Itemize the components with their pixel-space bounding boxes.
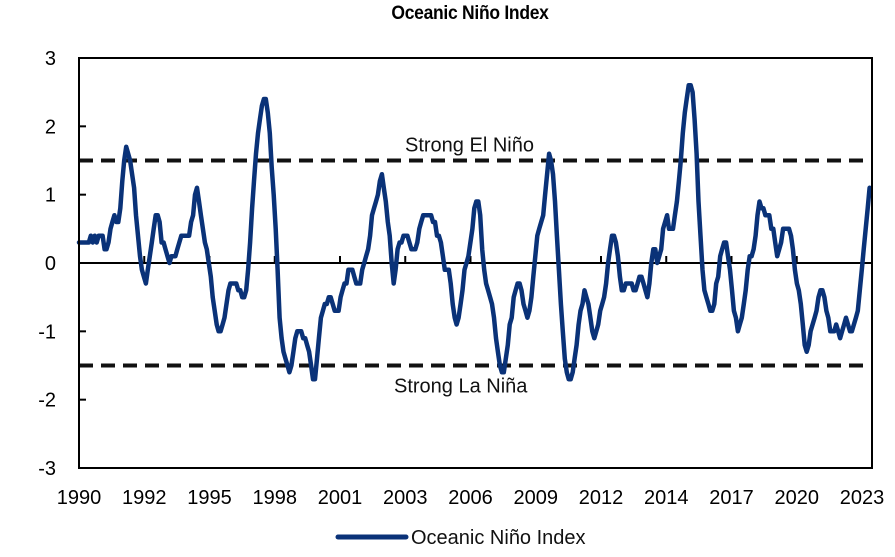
y-tick-label: 2 xyxy=(45,116,56,138)
y-tick-label: -3 xyxy=(38,458,56,480)
x-tick-label: 2009 xyxy=(514,487,559,509)
series-line-oceanic-nino-index xyxy=(76,83,872,382)
y-tick-label: 0 xyxy=(45,253,56,275)
annotation-strong-el-nino: Strong El Niño xyxy=(405,135,534,157)
x-tick-label: 2014 xyxy=(644,487,689,509)
x-axis-ticks xyxy=(143,256,863,263)
x-tick-label: 2003 xyxy=(383,487,428,509)
x-tick-label: 2012 xyxy=(579,487,624,509)
y-axis-ticks xyxy=(79,57,86,469)
y-tick-label: 3 xyxy=(45,48,56,70)
y-tick-label: -2 xyxy=(38,390,56,412)
y-tick-label: 1 xyxy=(45,185,56,207)
legend-label-oceanic-nino-index: Oceanic Niño Index xyxy=(411,527,586,549)
x-axis-tick-labels: 1990 1992 1995 1998 2001 2003 2006 2009 2012 2014… xyxy=(57,487,885,509)
x-tick-label: 1998 xyxy=(253,487,298,509)
y-axis-tick-labels: 3 2 1 0 -1 -2 -3 xyxy=(38,48,56,480)
chart-title: Oceanic Niño Index xyxy=(391,3,549,24)
reference-lines xyxy=(79,158,872,368)
x-tick-label: 1990 xyxy=(57,487,102,509)
x-tick-label: 2017 xyxy=(709,487,754,509)
x-tick-label: 2023 xyxy=(840,487,885,509)
x-tick-label: 1992 xyxy=(122,487,167,509)
x-tick-label: 2001 xyxy=(318,487,363,509)
annotation-strong-la-nina: Strong La Niña xyxy=(394,376,528,398)
x-tick-label: 1995 xyxy=(187,487,232,509)
x-tick-label: 2006 xyxy=(448,487,493,509)
x-tick-label: 2020 xyxy=(775,487,820,509)
y-tick-label: -1 xyxy=(38,321,56,343)
legend: Oceanic Niño Index xyxy=(335,527,586,549)
